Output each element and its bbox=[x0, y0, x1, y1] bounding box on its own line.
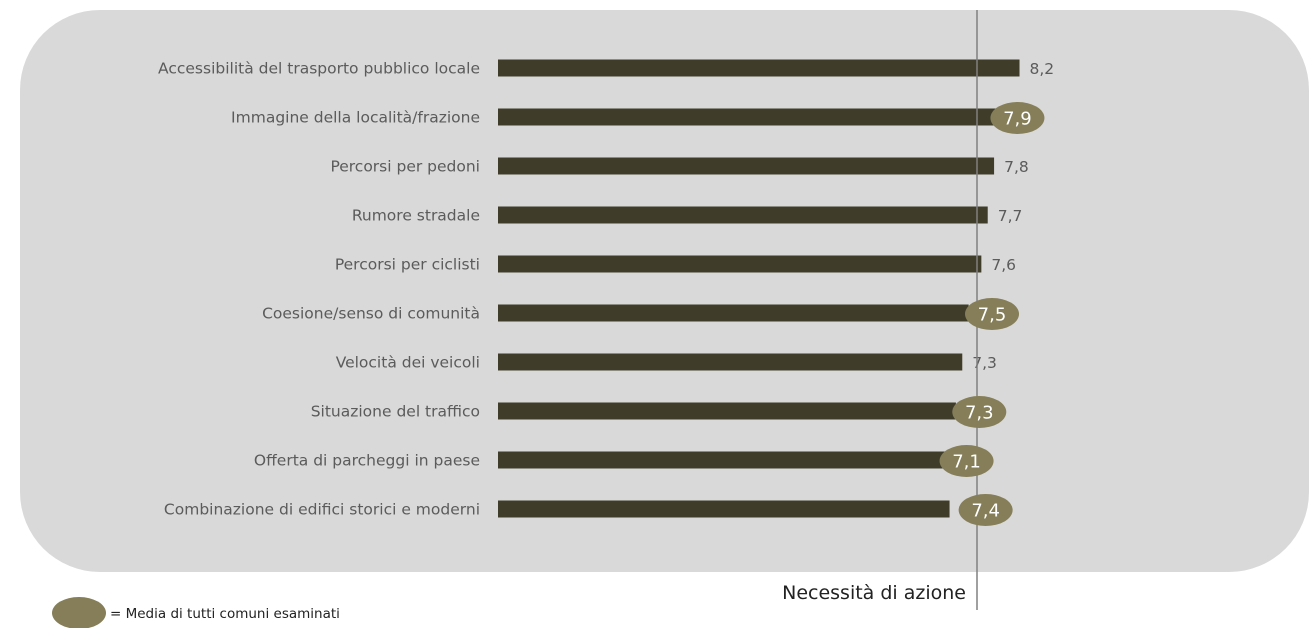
category-label: Rumore stradale bbox=[352, 207, 480, 225]
bar bbox=[498, 354, 962, 371]
bar bbox=[498, 403, 956, 420]
category-label: Coesione/senso di comunità bbox=[262, 305, 480, 323]
bar bbox=[498, 501, 950, 518]
category-label: Immagine della località/frazione bbox=[231, 109, 480, 127]
average-value-label: 7,3 bbox=[965, 403, 994, 424]
category-label: Accessibilità del trasporto pubblico loc… bbox=[158, 60, 480, 78]
bar bbox=[498, 158, 994, 175]
category-label: Combinazione di edifici storici e modern… bbox=[164, 501, 480, 519]
bar bbox=[498, 60, 1020, 77]
average-value-label: 7,5 bbox=[978, 305, 1007, 326]
chart-panel bbox=[20, 10, 1309, 572]
category-label: Percorsi per pedoni bbox=[330, 158, 480, 176]
category-label: Velocità dei veicoli bbox=[336, 354, 480, 372]
bar bbox=[498, 452, 956, 469]
category-label: Percorsi per ciclisti bbox=[335, 256, 480, 274]
average-value-label: 7,1 bbox=[952, 452, 981, 473]
category-label: Offerta di parcheggi in paese bbox=[254, 452, 480, 470]
legend-text: = Media di tutti comuni esaminati bbox=[110, 606, 340, 622]
bar bbox=[498, 305, 969, 322]
average-value-label: 7,4 bbox=[971, 501, 1000, 522]
bar bbox=[498, 256, 981, 273]
category-label: Situazione del traffico bbox=[311, 403, 480, 421]
bar-value-label: 7,8 bbox=[1004, 158, 1029, 176]
bar bbox=[498, 207, 988, 224]
bar-value-label: 7,6 bbox=[991, 256, 1016, 274]
bar bbox=[498, 109, 1000, 126]
average-value-label: 7,9 bbox=[1003, 109, 1032, 130]
bar-value-label: 7,3 bbox=[972, 354, 997, 372]
legend-marker bbox=[52, 597, 106, 628]
bar-value-label: 7,7 bbox=[998, 207, 1023, 225]
threshold-label: Necessità di azione bbox=[782, 582, 966, 604]
bar-value-label: 8,2 bbox=[1030, 60, 1055, 78]
